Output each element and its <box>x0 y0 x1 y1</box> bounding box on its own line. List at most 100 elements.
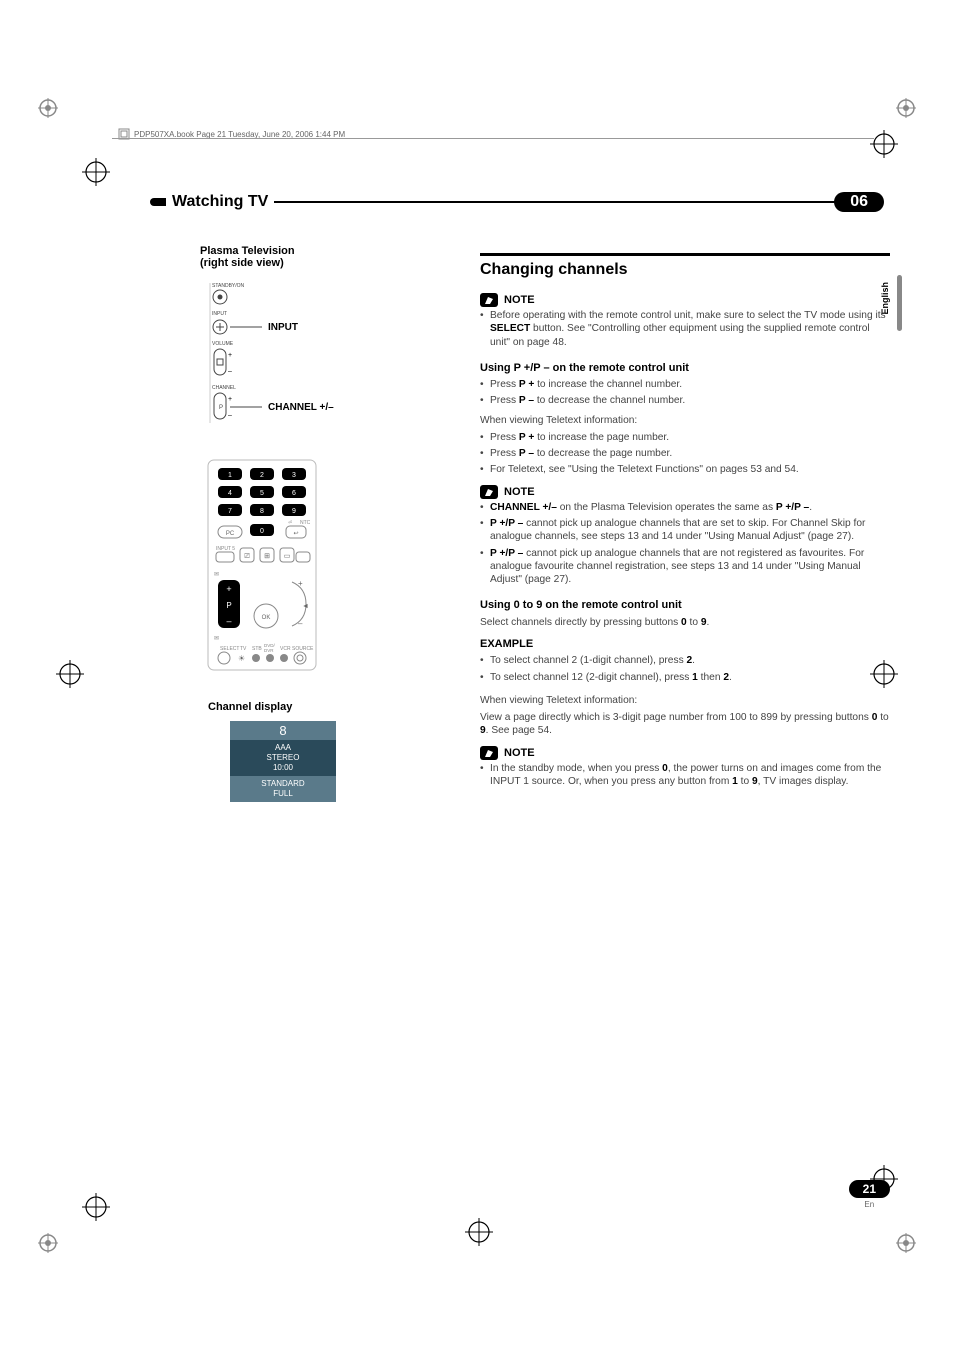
svg-text:P: P <box>226 601 231 610</box>
chapter-bar: Watching TV 06 <box>140 192 884 212</box>
svg-text:2: 2 <box>260 472 264 479</box>
using-09-heading: Using 0 to 9 on the remote control unit <box>480 598 890 612</box>
teletext2-intro: When viewing Teletext information: <box>480 694 890 707</box>
reg-mark-tr <box>870 130 898 158</box>
tv-side-panel-diagram: STANDBY/ON INPUT INPUT VOLUME + – CHANNE… <box>204 277 440 450</box>
svg-text:–: – <box>228 368 232 375</box>
using-p-list: Press P + to increase the channel number… <box>480 378 890 408</box>
header-rule <box>112 138 874 139</box>
svg-text:☀: ☀ <box>238 654 245 663</box>
svg-text:0: 0 <box>260 528 264 535</box>
svg-text:+: + <box>226 584 231 594</box>
note-3: NOTE <box>480 746 890 760</box>
svg-text:–: – <box>226 616 231 626</box>
note2-item: CHANNEL +/– on the Plasma Television ope… <box>480 501 890 514</box>
example-item: To select channel 2 (1-digit channel), p… <box>480 654 890 667</box>
svg-text:VCR: VCR <box>280 646 291 652</box>
svg-text:INPUT 5: INPUT 5 <box>216 546 235 552</box>
note-icon <box>480 293 498 307</box>
note-label: NOTE <box>504 746 535 760</box>
svg-text:4: 4 <box>228 490 232 497</box>
note2-list: CHANNEL +/– on the Plasma Television ope… <box>480 501 890 587</box>
svg-text:+: + <box>228 352 232 359</box>
example-list: To select channel 2 (1-digit channel), p… <box>480 654 890 684</box>
chapter-rule <box>274 201 836 203</box>
using-p-item: Press P – to decrease the channel number… <box>480 394 890 407</box>
note1-list: Before operating with the remote control… <box>480 309 890 349</box>
right-column: Changing channels NOTE Before operating … <box>480 253 890 794</box>
chapter-number-badge: 06 <box>834 192 884 212</box>
using-p-heading: Using P +/P – on the remote control unit <box>480 361 890 375</box>
reg-mark-bc <box>465 1218 493 1246</box>
svg-text:STB: STB <box>252 646 262 652</box>
svg-text:OK: OK <box>262 615 271 621</box>
plasma-tv-heading: Plasma Television (right side view) <box>200 245 440 269</box>
corner-mark-tl <box>38 98 58 118</box>
svg-text:SOURCE: SOURCE <box>292 646 314 652</box>
note-1: NOTE <box>480 293 890 307</box>
cd-aspect: FULL <box>273 789 293 798</box>
svg-text:⊞: ⊞ <box>264 553 270 560</box>
svg-text:P: P <box>219 405 223 411</box>
using-09-para: Select channels directly by pressing but… <box>480 616 890 629</box>
svg-text:INPUT: INPUT <box>212 311 227 317</box>
page-badge: 21 En <box>849 1180 890 1209</box>
svg-text:⎚: ⎚ <box>244 553 250 560</box>
using-p-item: Press P + to increase the channel number… <box>480 378 890 391</box>
note2-item: P +/P – cannot pick up analogue channels… <box>480 547 890 587</box>
cd-number: 8 <box>230 721 336 740</box>
example-heading: EXAMPLE <box>480 637 890 651</box>
corner-mark-tr <box>896 98 916 118</box>
cd-time: 10:00 <box>273 763 293 772</box>
input-label: INPUT <box>268 322 298 333</box>
reg-mark-tl <box>82 158 110 186</box>
teletext-item: For Teletext, see "Using the Teletext Fu… <box>480 463 890 476</box>
chapter-title: Watching TV <box>172 193 268 211</box>
teletext-item: Press P + to increase the page number. <box>480 431 890 444</box>
language-tab-bar <box>897 275 902 331</box>
svg-text:VOLUME: VOLUME <box>212 341 234 347</box>
corner-mark-br <box>896 1233 916 1253</box>
corner-mark-bl <box>38 1233 58 1253</box>
cd-mode: STANDARD <box>261 779 304 788</box>
svg-text:NTC: NTC <box>300 520 311 526</box>
svg-text:+: + <box>298 579 303 588</box>
plasma-heading-l2: (right side view) <box>200 257 284 269</box>
svg-text:5: 5 <box>260 490 264 497</box>
example-item: To select channel 12 (2-digit channel), … <box>480 671 890 684</box>
cd-audio: STEREO <box>267 753 300 762</box>
svg-text:✉: ✉ <box>214 572 219 578</box>
section-rule <box>480 253 890 256</box>
chapter-start-ornament <box>150 198 166 206</box>
svg-text:6: 6 <box>292 490 296 497</box>
remote-diagram: 1 2 3 4 5 6 7 8 9 PC 0 ⏎ NTC ↩ INPUT 5 ⎚… <box>206 458 440 681</box>
svg-text:9: 9 <box>292 508 296 515</box>
channel-display-box: 8 AAA STEREO 10:00 STANDARD FULL <box>230 721 336 802</box>
plasma-heading-l1: Plasma Television <box>200 245 295 257</box>
channel-label: CHANNEL +/– <box>268 402 334 413</box>
teletext-list: Press P + to increase the page number. P… <box>480 431 890 477</box>
teletext2-para: View a page directly which is 3-digit pa… <box>480 711 890 738</box>
note-icon <box>480 746 498 760</box>
svg-text:–: – <box>298 619 303 628</box>
svg-text:3: 3 <box>292 472 296 479</box>
teletext-intro: When viewing Teletext information: <box>480 414 890 427</box>
svg-text:STANDBY/ON: STANDBY/ON <box>212 283 245 289</box>
svg-text:⏎: ⏎ <box>288 520 292 526</box>
note1-item: Before operating with the remote control… <box>480 309 890 349</box>
note-2: NOTE <box>480 485 890 499</box>
left-column: Plasma Television (right side view) STAN… <box>200 245 440 802</box>
svg-text:◄: ◄ <box>302 603 309 610</box>
svg-text:TV: TV <box>240 646 247 652</box>
svg-text:8: 8 <box>260 508 264 515</box>
svg-text:DVR: DVR <box>264 648 274 653</box>
cd-mid: AAA STEREO 10:00 <box>230 740 336 776</box>
reg-mark-bl <box>82 1193 110 1221</box>
teletext-item: Press P – to decrease the page number. <box>480 447 890 460</box>
note3-list: In the standby mode, when you press 0, t… <box>480 762 890 789</box>
svg-text:1: 1 <box>228 472 232 479</box>
svg-text:SELECT: SELECT <box>220 646 239 652</box>
section-title: Changing channels <box>480 260 890 281</box>
reg-mark-ml <box>56 660 84 688</box>
svg-text:▭: ▭ <box>284 553 291 560</box>
